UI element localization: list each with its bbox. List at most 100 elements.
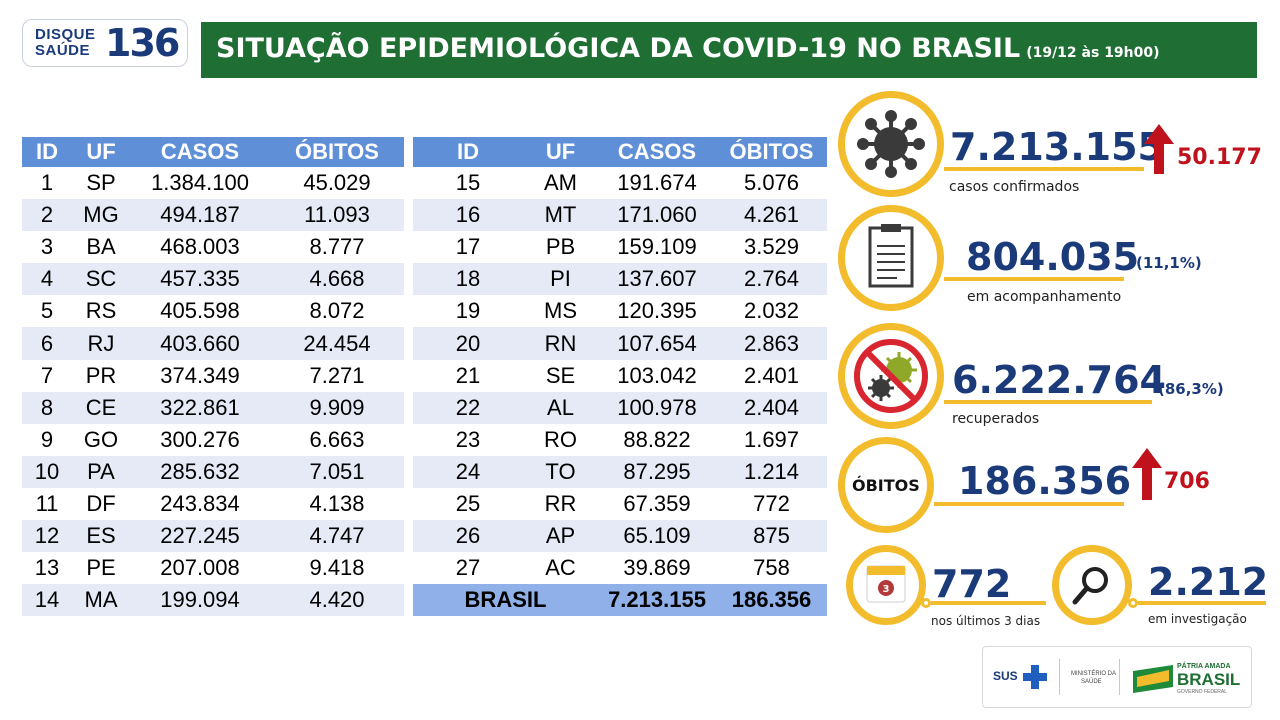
calendar-icon: 3 xyxy=(866,565,906,603)
cell-casos: 191.674 xyxy=(617,170,697,196)
cell-uf: MA xyxy=(72,584,130,617)
cell-obitos: 9.418 xyxy=(309,555,365,581)
recovered-ring xyxy=(838,323,944,429)
states-table-right: ID UF CASOS ÓBITOS 15 AM 191.674 5.076 16 MT 1… xyxy=(413,137,827,617)
cell-casos: 1.384.100 xyxy=(151,170,249,196)
cell-casos: 300.276 xyxy=(160,426,240,452)
up-arrow-icon xyxy=(1144,124,1174,174)
cell-id: 23 xyxy=(455,426,481,452)
clipboard-icon xyxy=(868,224,914,288)
cell-id: 11 xyxy=(35,490,59,516)
underline xyxy=(944,277,1124,281)
cell-casos: 103.042 xyxy=(617,362,697,388)
table-header-row: ID UF CASOS ÓBITOS xyxy=(22,137,404,167)
cell-id: 25 xyxy=(455,490,481,516)
page-title: SITUAÇÃO EPIDEMIOLÓGICA DA COVID-19 NO B… xyxy=(216,33,1160,64)
deaths-badge: ÓBITOS xyxy=(852,476,920,495)
clipboard-ring xyxy=(838,205,944,311)
cell-uf: SP xyxy=(86,170,116,196)
cell-casos: 405.598 xyxy=(160,298,240,324)
table-row: 23 RO 88.822 1.697 xyxy=(413,424,827,456)
calendar-ring: 3 xyxy=(846,545,926,625)
cell-uf: RR xyxy=(544,490,577,516)
followup-value: 804.035 xyxy=(966,235,1140,279)
table-row: 3 BA 468.003 8.777 xyxy=(22,231,404,263)
table-row: 25 RR 67.359 772 xyxy=(413,488,827,520)
confirmed-value: 7.213.155 xyxy=(950,125,1164,169)
cell-id: 5 xyxy=(40,298,54,324)
col-obitos: ÓBITOS xyxy=(270,137,404,167)
cell-casos: 120.395 xyxy=(617,298,697,324)
cell-uf: GO xyxy=(83,426,119,452)
governo-text: GOVERNO FEDERAL xyxy=(1177,689,1228,695)
cell-uf: AC xyxy=(545,555,576,581)
cell-casos: 88.822 xyxy=(623,426,691,452)
deaths-increase: 706 xyxy=(1164,469,1210,494)
confirmed-increase: 50.177 xyxy=(1177,145,1262,170)
logo-number: 136 xyxy=(105,21,180,65)
cell-obitos: 772 xyxy=(753,490,790,516)
sus-cross-icon xyxy=(1023,665,1047,689)
cell-uf: MT xyxy=(523,199,598,232)
magnifier-icon xyxy=(1072,567,1108,605)
table-row: 19 MS 120.395 2.032 xyxy=(413,295,827,327)
cell-uf: RS xyxy=(85,298,117,324)
cell-obitos: 1.697 xyxy=(743,426,800,452)
cell-casos: 322.861 xyxy=(130,391,270,424)
investigation-value: 2.212 xyxy=(1148,560,1269,604)
cell-obitos: 4.668 xyxy=(270,263,404,296)
table-row: 8 CE 322.861 9.909 xyxy=(22,391,404,424)
table-row: 22 AL 100.978 2.404 xyxy=(413,391,827,424)
cell-uf: PR xyxy=(85,362,117,388)
table-row: 13 PE 207.008 9.418 xyxy=(22,552,404,584)
connector-dot xyxy=(921,598,931,608)
cell-id: 16 xyxy=(413,199,523,232)
cell-uf: PB xyxy=(545,234,576,260)
recovered-value: 6.222.764 xyxy=(952,358,1166,402)
cell-obitos: 4.420 xyxy=(270,584,404,617)
cell-uf: AM xyxy=(544,170,577,196)
cell-uf: PA xyxy=(72,455,130,488)
cell-id: 27 xyxy=(455,555,481,581)
last3days-value: 772 xyxy=(932,562,1012,606)
last3days-label: nos últimos 3 dias xyxy=(931,614,1041,628)
table-row: 18 PI 137.607 2.764 xyxy=(413,263,827,296)
table-row: 26 AP 65.109 875 xyxy=(413,520,827,553)
cell-uf: SE xyxy=(545,362,576,388)
cell-casos: 199.094 xyxy=(130,584,270,617)
cell-obitos: 1.214 xyxy=(716,455,827,488)
cell-casos: 468.003 xyxy=(160,234,240,260)
cell-casos: 159.109 xyxy=(617,234,697,260)
cell-obitos: 9.909 xyxy=(270,391,404,424)
table-row: 7 PR 374.349 7.271 xyxy=(22,360,404,392)
total-label: BRASIL xyxy=(413,584,598,617)
table-row: 21 SE 103.042 2.401 xyxy=(413,360,827,392)
cell-obitos: 7.051 xyxy=(270,455,404,488)
cell-obitos: 24.454 xyxy=(270,327,404,360)
cell-casos: 403.660 xyxy=(130,327,270,360)
cell-id: 13 xyxy=(34,555,60,581)
table-row: 12 ES 227.245 4.747 xyxy=(22,520,404,553)
deaths-value: 186.356 xyxy=(958,459,1132,503)
cell-obitos: 6.663 xyxy=(309,426,365,452)
cell-casos: 227.245 xyxy=(130,520,270,553)
table-row: 11 DF 243.834 4.138 xyxy=(22,488,404,520)
patria-text: PÁTRIA AMADA xyxy=(1177,663,1231,670)
page-subtitle: (19/12 às 19h00) xyxy=(1026,45,1160,61)
no-virus-icon xyxy=(854,339,928,413)
cell-uf: TO xyxy=(523,455,598,488)
table-row: 1 SP 1.384.100 45.029 xyxy=(22,167,404,199)
table-row: 5 RS 405.598 8.072 xyxy=(22,295,404,327)
cell-obitos: 2.404 xyxy=(716,391,827,424)
cell-id: 8 xyxy=(22,391,72,424)
brasil-text: BRASIL xyxy=(1177,670,1241,689)
cell-id: 20 xyxy=(413,327,523,360)
cell-obitos: 2.401 xyxy=(743,362,800,388)
deaths-ring xyxy=(838,437,934,533)
cell-casos: 100.978 xyxy=(598,391,716,424)
up-arrow-icon xyxy=(1132,448,1162,500)
cell-obitos: 5.076 xyxy=(743,170,800,196)
underline xyxy=(934,502,1124,506)
cell-uf: SC xyxy=(72,263,130,296)
search-ring xyxy=(1052,545,1132,625)
